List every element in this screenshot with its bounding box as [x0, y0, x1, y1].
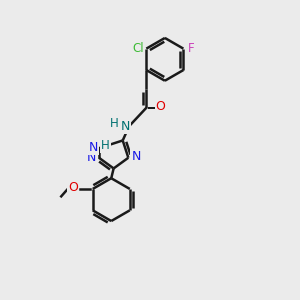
Text: N: N: [131, 150, 141, 163]
Text: H: H: [110, 117, 118, 130]
Text: O: O: [68, 181, 78, 194]
Text: O: O: [156, 100, 166, 113]
Text: F: F: [188, 42, 194, 55]
Text: H: H: [101, 139, 110, 152]
Text: N: N: [121, 120, 130, 133]
Text: N: N: [86, 151, 96, 164]
Text: N: N: [88, 140, 98, 154]
Text: Cl: Cl: [132, 42, 144, 55]
